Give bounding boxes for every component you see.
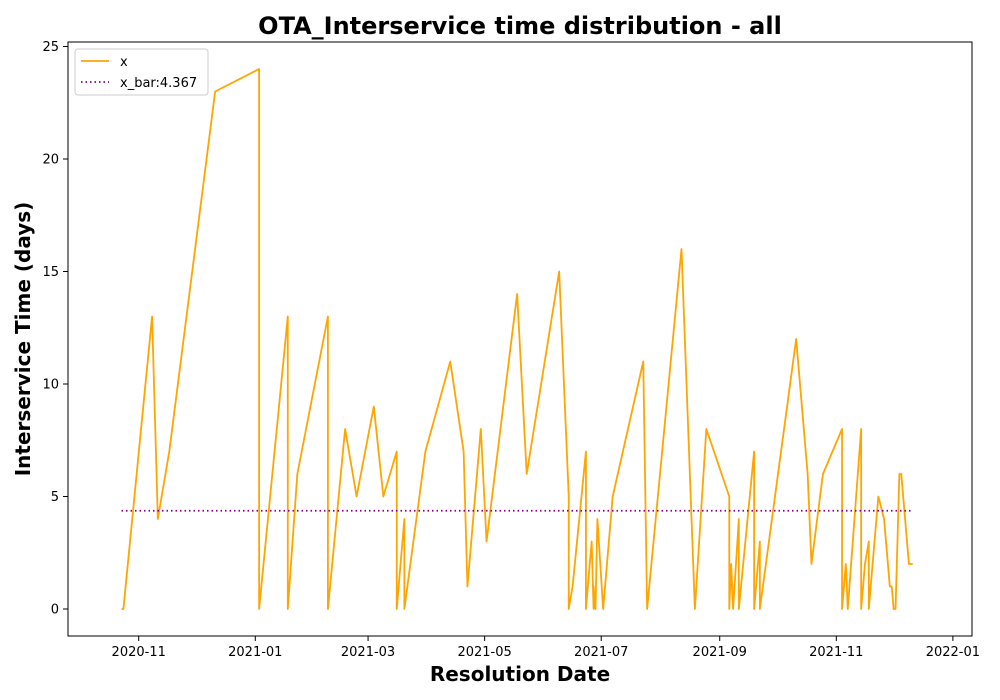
y-axis-label: Interservice Time (days): [11, 202, 35, 477]
chart-title: OTA_Interservice time distribution - all: [258, 12, 782, 40]
y-axis: 0 5 10 15 20 25: [42, 40, 68, 618]
y-tick-label: 25: [42, 40, 59, 55]
x-tick-label: 2021-07: [574, 645, 628, 660]
x-tick-label: 2021-09: [693, 645, 747, 660]
x-tick-label: 2022-01: [926, 645, 980, 660]
legend: x x_bar:4.367: [74, 48, 209, 96]
x-tick-label: 2021-05: [457, 645, 511, 660]
x-tick-label: 2021-11: [809, 645, 863, 660]
series-line-x: [121, 68, 913, 610]
y-tick-label: 10: [42, 378, 59, 393]
y-tick-label: 15: [42, 265, 59, 280]
x-axis-label: Resolution Date: [430, 662, 610, 686]
series-layer: [121, 68, 913, 610]
y-tick-label: 0: [51, 603, 59, 618]
legend-label-x: x: [120, 55, 128, 70]
x-tick-label: 2021-01: [228, 645, 282, 660]
y-tick-label: 20: [42, 153, 59, 168]
x-tick-label: 2020-11: [112, 645, 166, 660]
plot-frame: [67, 41, 973, 637]
plot-area: [67, 41, 973, 637]
x-tick-label: 2021-03: [341, 645, 395, 660]
y-tick-label: 5: [51, 490, 59, 505]
x-axis: 2020-11 2021-01 2021-03 2021-05 2021-07 2021-…: [112, 636, 980, 660]
legend-label-x-bar: x_bar:4.367: [120, 76, 197, 91]
